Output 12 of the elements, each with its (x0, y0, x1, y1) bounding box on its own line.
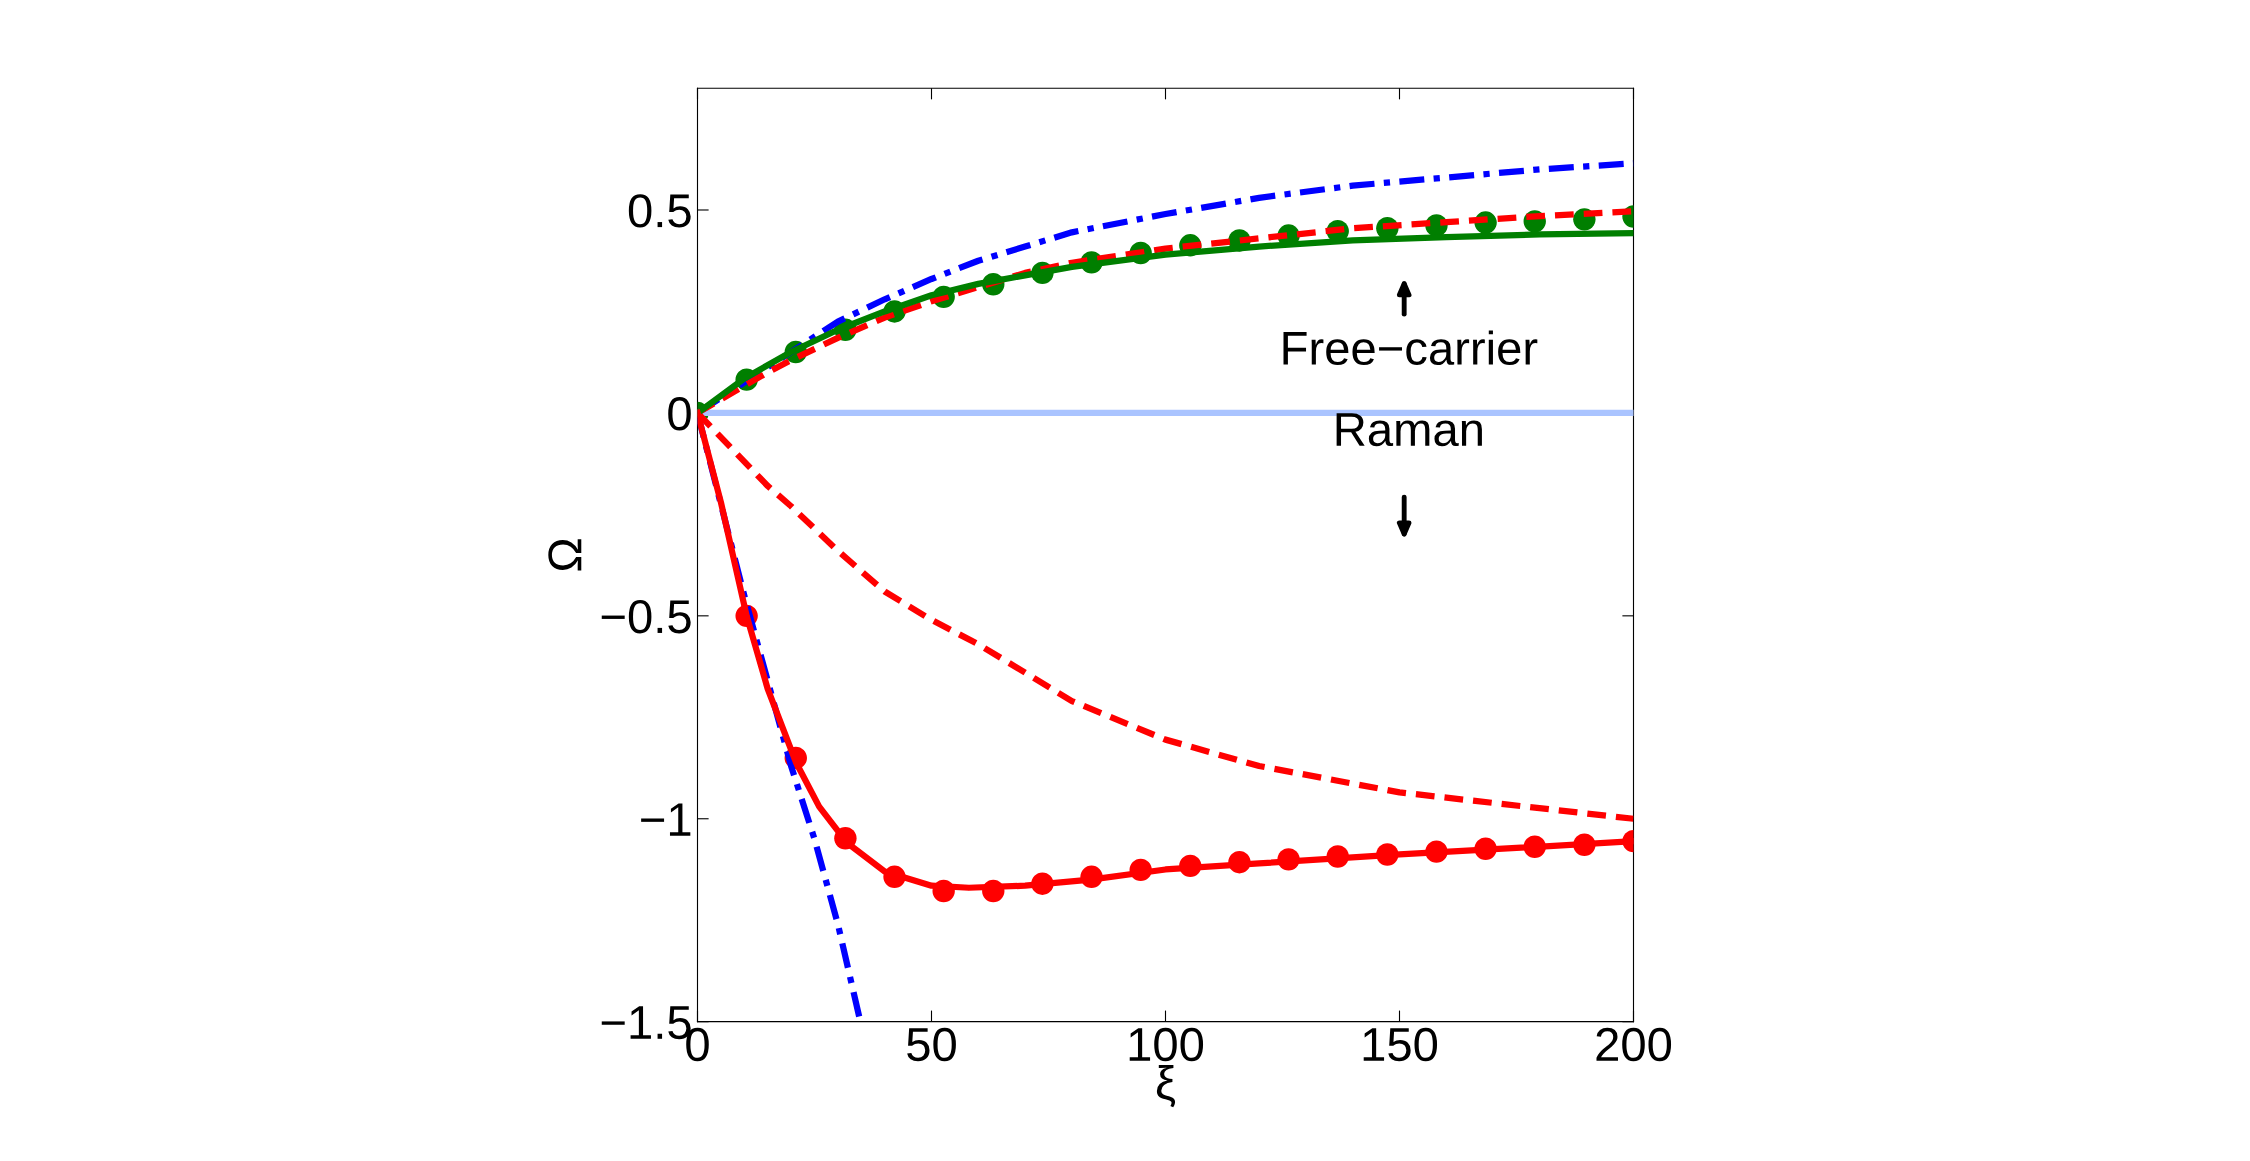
y-axis-title: Ω (548, 539, 582, 571)
y-tick-label: −1 (641, 803, 691, 836)
x-tick-label: 100 (1129, 1027, 1204, 1062)
annotation: Raman (1336, 413, 1482, 447)
y-tick-label: −0.5 (601, 599, 691, 634)
annotation: Free−carrier (1283, 330, 1538, 366)
x-tick-label: 200 (1596, 1027, 1672, 1062)
x-tick-label: 150 (1363, 1027, 1438, 1062)
y-tick-label: 0.5 (628, 194, 691, 228)
x-axis-title: ξ (1156, 1065, 1176, 1108)
y-tick-label: 0 (668, 397, 691, 431)
x-tick-label: 50 (907, 1027, 956, 1062)
